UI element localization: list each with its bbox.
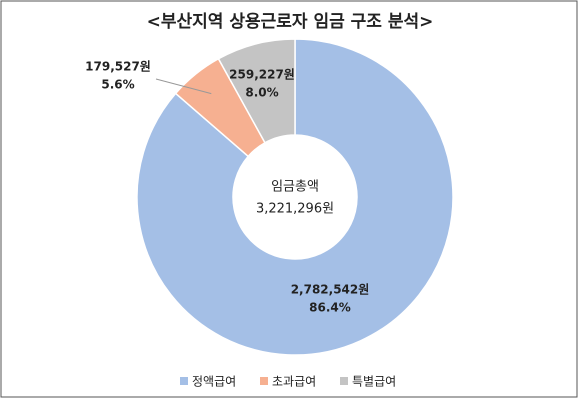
legend-label: 정액급여	[192, 375, 236, 389]
legend-label: 초과급여	[272, 375, 316, 389]
legend-swatch	[340, 377, 348, 385]
legend-swatch	[180, 377, 188, 385]
data-label: 179,527원	[85, 60, 151, 74]
donut-slice	[217, 38, 296, 144]
chart-title: <부산지역 상용근로자 임금 구조 분석>	[147, 11, 434, 32]
legend-swatch	[260, 377, 268, 385]
percent-label: 8.0%	[245, 86, 278, 100]
percent-label: 86.4%	[309, 301, 351, 315]
data-label: 2,782,542원	[291, 283, 370, 297]
center-label: 임금총액	[271, 180, 319, 195]
legend-label: 특별급여	[352, 375, 396, 389]
donut-slice	[136, 38, 454, 356]
data-label: 259,227원	[229, 68, 295, 82]
percent-label: 5.6%	[101, 78, 134, 92]
leader-line	[155, 78, 212, 95]
center-value: 3,221,296원	[256, 202, 334, 217]
